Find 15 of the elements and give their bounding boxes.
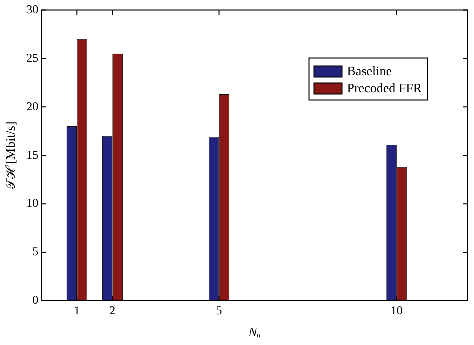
y-tick-label: 10	[26, 196, 39, 210]
y-tick-label: 20	[26, 99, 39, 114]
legend-label: Baseline	[347, 64, 392, 79]
x-tick-label: 1	[74, 303, 80, 318]
x-tick-label: 5	[216, 303, 222, 318]
legend-label: Precoded FFR	[347, 80, 422, 96]
y-tick-label: 15	[26, 148, 39, 162]
y-tick-label: 30	[26, 2, 39, 16]
y-axis-title: 𝒯ℋ [Mbit/s]	[3, 122, 18, 190]
y-tick-label: 0	[32, 293, 39, 308]
x-tick-label: 10	[390, 303, 403, 318]
y-tick-label: 5	[32, 244, 39, 259]
x-axis-title: Nᵤ	[248, 324, 262, 340]
x-tick-label: 2	[110, 303, 116, 318]
y-tick-label: 25	[26, 50, 39, 65]
